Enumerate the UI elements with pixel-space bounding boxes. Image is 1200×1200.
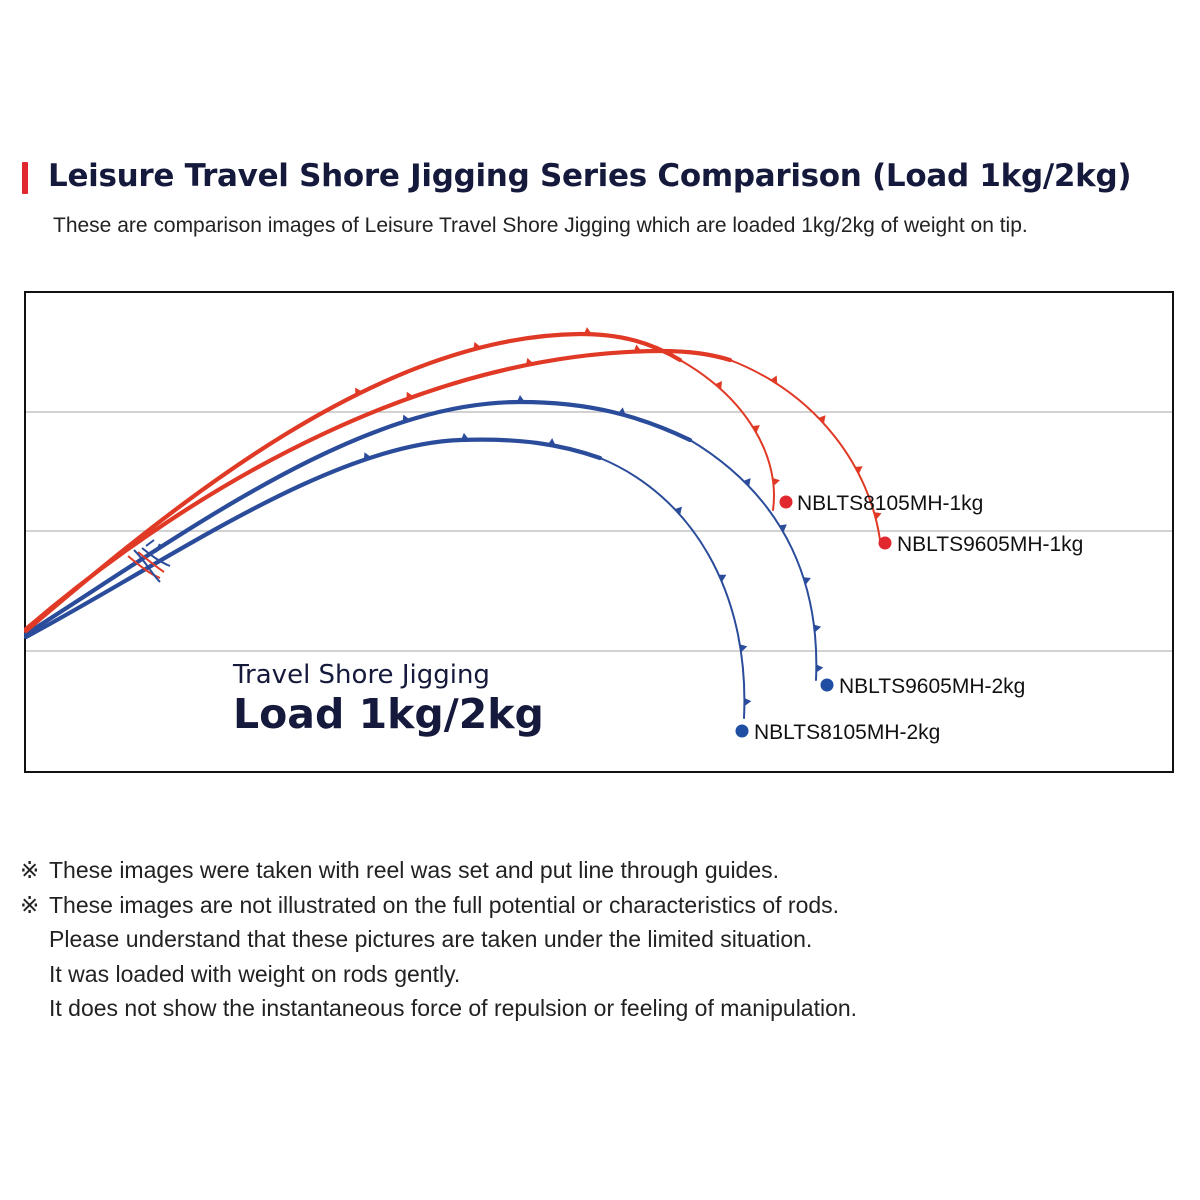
rod-guide-icon — [583, 327, 592, 335]
series-marker — [735, 724, 749, 738]
rod-guide-icon — [406, 391, 414, 400]
rod-blank-tip — [729, 359, 881, 541]
rod-guide-icon — [803, 577, 811, 585]
rod-guide-icon — [402, 414, 411, 423]
chart-gridlines — [26, 411, 1172, 652]
rod-guide-icon — [744, 698, 752, 707]
notes-list: ※ These images were taken with reel was s… — [20, 853, 857, 1026]
note-text: It does not show the instantaneous force… — [49, 995, 858, 1021]
reel-cluster-icon — [127, 539, 171, 583]
series-label-NBLTS9605MH-2kg: NBLTS9605MH-2kg — [820, 675, 1025, 698]
note-text: These images are not illustrated on the … — [49, 891, 840, 918]
rod-blank-tip — [599, 457, 746, 719]
note-item: ※ These images were taken with reel was s… — [20, 853, 857, 888]
rod-guide-icon — [525, 357, 534, 366]
note-text: These images were taken with reel was se… — [49, 857, 780, 883]
note-mark: ※ — [20, 891, 40, 918]
rod-guide-icon — [715, 381, 723, 390]
note-text: Please understand that these pictures ar… — [49, 926, 813, 952]
rod-guide-icon — [818, 415, 826, 424]
series-marker — [779, 495, 793, 509]
rod-guide-icon — [718, 574, 727, 583]
note-item: It was loaded with weight on rods gently… — [20, 957, 857, 992]
note-item: Please understand that these pictures ar… — [20, 922, 857, 957]
rod-guide-icon — [516, 394, 525, 403]
rod-guide-icon — [770, 375, 778, 385]
rod-blank-butt — [23, 437, 603, 640]
rod-guide-icon — [855, 466, 863, 474]
rod-guide-icon — [816, 664, 824, 673]
rod-guide-icon — [772, 478, 780, 486]
page-title: Leisure Travel Shore Jigging Series Comp… — [48, 158, 1132, 194]
series-label-text: NBLTS8105MH-1kg — [797, 492, 983, 515]
chart-caption-series: Travel Shore Jigging — [233, 660, 490, 690]
rod-blank-butt — [23, 399, 693, 637]
rod-curve-NBLTS8105MH-1kg — [23, 331, 775, 634]
series-label-text: NBLTS9605MH-2kg — [839, 675, 1025, 698]
series-label-NBLTS8105MH-1kg: NBLTS8105MH-1kg — [779, 492, 983, 515]
note-item: ※ These images are not illustrated on the… — [20, 888, 857, 923]
rod-curve-NBLTS9605MH-1kg — [23, 348, 881, 632]
rod-guide-icon — [813, 624, 822, 633]
series-label-NBLTS8105MH-2kg: NBLTS8105MH-2kg — [735, 721, 940, 744]
rod-blank-tip — [689, 439, 818, 681]
rod-guides — [355, 327, 882, 707]
rod-guide-icon — [363, 452, 372, 460]
rod-guide-icon — [547, 438, 556, 446]
series-label-NBLTS9605MH-1kg: NBLTS9605MH-1kg — [878, 533, 1083, 556]
rod-guide-icon — [743, 478, 751, 487]
rod-guide-icon — [779, 524, 787, 533]
rod-guide-icon — [633, 344, 642, 352]
chart-frame — [24, 291, 1174, 773]
title-accent-bar — [22, 162, 28, 194]
chart-caption-load: Load 1kg/2kg — [233, 690, 544, 738]
rod-curve-NBLTS8105MH-2kg — [23, 437, 746, 719]
series-label-text: NBLTS8105MH-2kg — [754, 721, 940, 744]
note-item: It does not show the instantaneous force… — [20, 991, 857, 1026]
series-marker — [820, 678, 834, 692]
series-marker — [878, 536, 892, 550]
rod-guide-icon — [355, 387, 363, 396]
note-text: It was loaded with weight on rods gently… — [49, 960, 461, 987]
series-label-text: NBLTS9605MH-1kg — [897, 533, 1083, 556]
page-subtitle: These are comparison images of Leisure T… — [53, 214, 1028, 237]
rod-guide-icon — [473, 341, 482, 350]
rod-guide-icon — [739, 644, 748, 653]
rod-blank-tip — [679, 359, 775, 511]
rod-blank-butt — [23, 331, 683, 634]
rod-guide-icon — [618, 407, 626, 416]
rod-guide-icon — [461, 432, 470, 440]
rod-guide-icon — [752, 425, 760, 433]
rod-blank-butt — [23, 348, 733, 632]
rod-guide-icon — [874, 512, 882, 520]
rod-guide-icon — [674, 506, 682, 516]
note-mark: ※ — [20, 857, 40, 883]
